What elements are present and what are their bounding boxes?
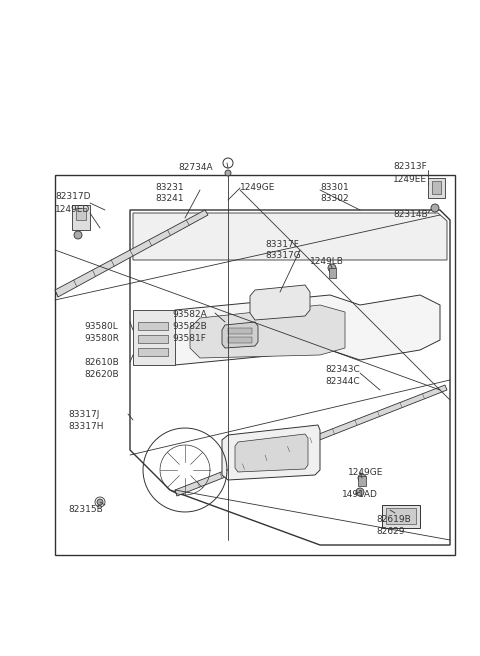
Text: 1249LB: 1249LB [310, 257, 344, 266]
Text: 93582A: 93582A [172, 310, 207, 319]
Text: 83317F: 83317F [265, 240, 299, 249]
Text: 83317H: 83317H [68, 422, 104, 431]
Text: 82734A: 82734A [178, 163, 213, 172]
Text: 1249EE: 1249EE [393, 175, 427, 184]
Text: 82314B: 82314B [393, 210, 428, 219]
Polygon shape [165, 295, 440, 365]
Polygon shape [228, 328, 252, 334]
Text: 93582B: 93582B [172, 322, 207, 331]
Polygon shape [329, 268, 336, 278]
Text: 82610B: 82610B [84, 358, 119, 367]
Text: 83317G: 83317G [265, 251, 301, 260]
Text: 1249GE: 1249GE [348, 468, 384, 477]
Circle shape [97, 499, 103, 505]
Polygon shape [250, 285, 310, 320]
Polygon shape [138, 322, 168, 330]
Polygon shape [432, 181, 441, 194]
Text: 1491AD: 1491AD [342, 490, 378, 499]
Circle shape [223, 158, 233, 168]
Polygon shape [133, 213, 447, 260]
Polygon shape [222, 322, 258, 348]
Text: 82344C: 82344C [325, 377, 360, 386]
Text: 83231: 83231 [155, 183, 184, 192]
Polygon shape [72, 205, 90, 230]
Polygon shape [138, 348, 168, 356]
Text: 82313F: 82313F [393, 162, 427, 171]
Polygon shape [175, 385, 447, 496]
Text: 83302: 83302 [320, 194, 348, 203]
Polygon shape [55, 210, 208, 297]
Text: 1249GE: 1249GE [240, 183, 276, 192]
Polygon shape [190, 305, 345, 358]
Text: 82317D: 82317D [55, 192, 91, 201]
Polygon shape [76, 208, 86, 220]
Polygon shape [133, 310, 175, 365]
Polygon shape [138, 335, 168, 343]
Text: 83317J: 83317J [68, 410, 99, 419]
Polygon shape [386, 508, 416, 524]
Polygon shape [358, 476, 366, 486]
Text: 82619B: 82619B [376, 515, 411, 524]
Circle shape [358, 474, 366, 482]
Text: 82343C: 82343C [325, 365, 360, 374]
Circle shape [225, 170, 231, 176]
Polygon shape [235, 434, 308, 472]
Text: 83301: 83301 [320, 183, 349, 192]
Circle shape [356, 488, 364, 496]
Text: 82315B: 82315B [68, 505, 103, 514]
Circle shape [95, 497, 105, 507]
Text: 83241: 83241 [155, 194, 183, 203]
Text: 93580L: 93580L [84, 322, 118, 331]
Text: 1249ED: 1249ED [55, 205, 90, 214]
Polygon shape [382, 505, 420, 528]
Polygon shape [428, 178, 445, 198]
Polygon shape [228, 337, 252, 343]
Text: 93581F: 93581F [172, 334, 206, 343]
Polygon shape [222, 425, 320, 480]
Circle shape [74, 231, 82, 239]
Circle shape [431, 204, 439, 212]
Text: 82629: 82629 [376, 527, 405, 536]
Text: 93580R: 93580R [84, 334, 119, 343]
Text: 82620B: 82620B [84, 370, 119, 379]
Circle shape [328, 264, 336, 272]
